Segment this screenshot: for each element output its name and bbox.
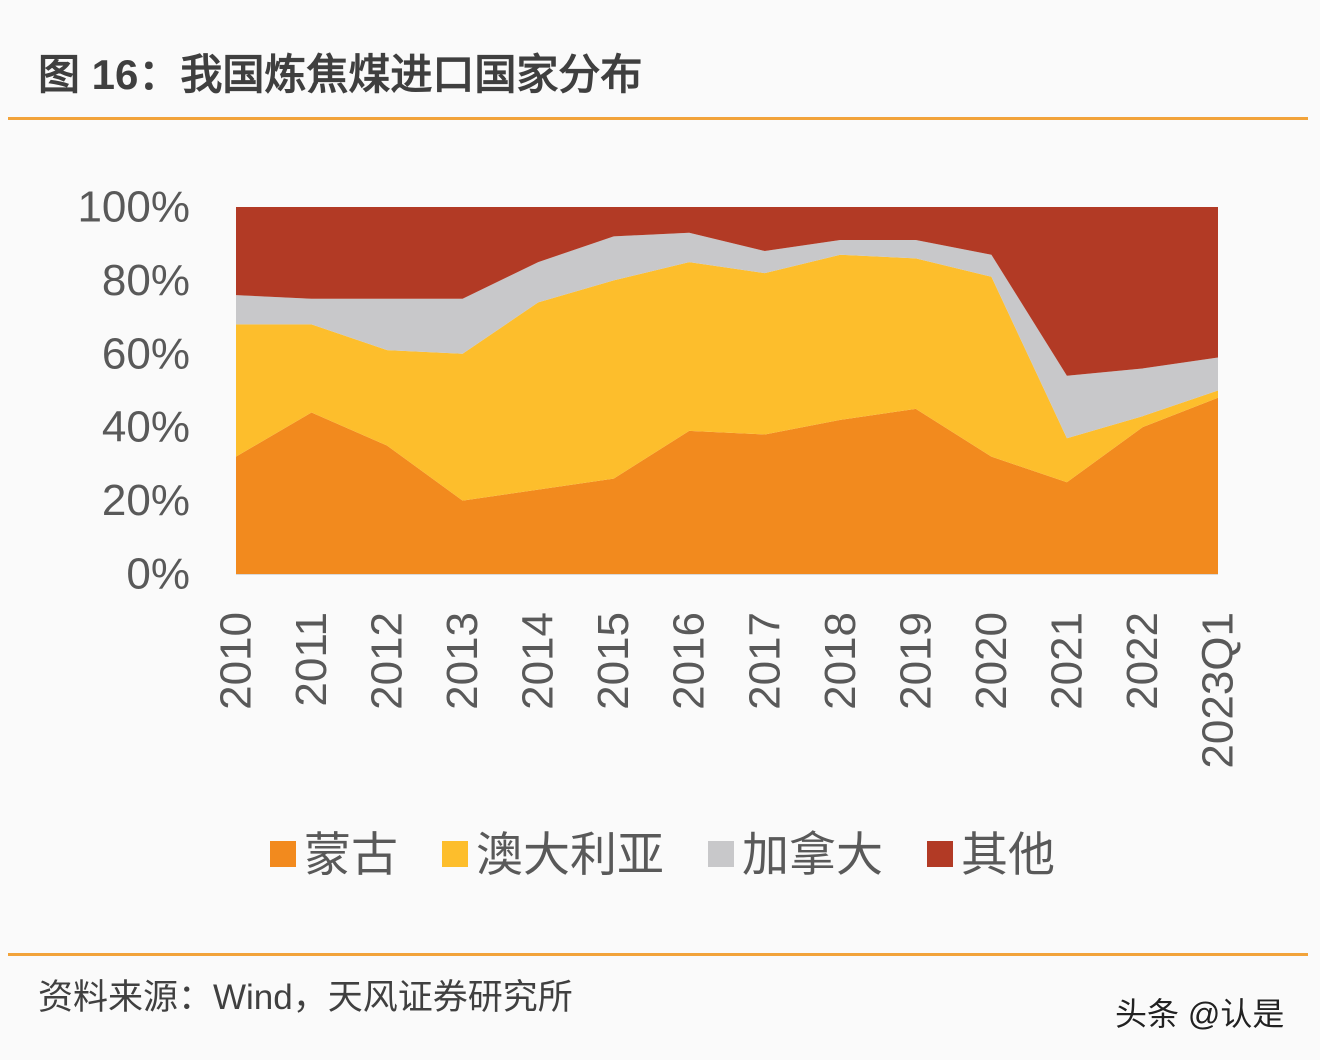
area-series-2 bbox=[236, 232, 1218, 439]
source-note: 资料来源：Wind，天风证券研究所 bbox=[38, 978, 573, 1017]
legend-swatch bbox=[708, 841, 734, 867]
y-tick-label-5: 100% bbox=[77, 183, 190, 232]
y-tick-label-0: 0% bbox=[126, 550, 190, 599]
x-tick-label-11: 2021 bbox=[1042, 612, 1091, 710]
y-axis-labels: 0% 20% 40% 60% 80% 100% bbox=[77, 183, 190, 599]
legend-swatch bbox=[927, 841, 953, 867]
legend-item-mongolia: 蒙古 bbox=[270, 831, 398, 878]
y-tick-label-3: 60% bbox=[102, 329, 190, 378]
x-tick-label-6: 2016 bbox=[665, 612, 714, 710]
y-tick-label-1: 20% bbox=[102, 476, 190, 525]
area-series-1 bbox=[236, 254, 1218, 501]
x-tick-label-2: 2012 bbox=[363, 612, 412, 710]
area-series-3 bbox=[236, 207, 1218, 376]
watermark: 头条 @认是 bbox=[1115, 996, 1285, 1032]
legend-label: 蒙古 bbox=[304, 827, 398, 881]
x-tick-label-9: 2019 bbox=[891, 612, 940, 710]
x-axis-labels: 2010 2011 2012 2013 2014 2015 2016 2017 2018 2019… bbox=[212, 612, 1243, 769]
x-tick-label-3: 2013 bbox=[438, 612, 487, 710]
legend-label: 澳大利亚 bbox=[476, 827, 664, 881]
legend-item-australia: 澳大利亚 bbox=[442, 831, 664, 878]
legend-item-canada: 加拿大 bbox=[708, 831, 883, 878]
footer-rule bbox=[8, 953, 1308, 956]
x-tick-label-7: 2017 bbox=[740, 612, 789, 710]
x-tick-label-10: 2020 bbox=[967, 612, 1016, 710]
area-series-0 bbox=[236, 397, 1218, 574]
legend-item-other: 其他 bbox=[927, 831, 1055, 878]
x-tick-label-4: 2014 bbox=[514, 612, 563, 710]
legend-swatch bbox=[442, 841, 468, 867]
x-tick-label-0: 2010 bbox=[212, 612, 261, 710]
chart-legend: 蒙古 澳大利亚 加拿大 其他 bbox=[270, 826, 1055, 882]
y-tick-label-4: 80% bbox=[102, 256, 190, 305]
x-tick-label-13: 2023Q1 bbox=[1194, 612, 1243, 769]
legend-label: 加拿大 bbox=[742, 827, 883, 881]
plot-areas bbox=[236, 207, 1218, 574]
x-tick-label-1: 2011 bbox=[287, 612, 336, 707]
title-rule bbox=[8, 117, 1308, 120]
x-tick-label-8: 2018 bbox=[816, 612, 865, 710]
legend-label: 其他 bbox=[961, 827, 1055, 881]
legend-swatch bbox=[270, 841, 296, 867]
figure-title: 图 16：我国炼焦煤进口国家分布 bbox=[38, 51, 643, 98]
x-tick-label-5: 2015 bbox=[589, 612, 638, 710]
x-tick-label-12: 2022 bbox=[1118, 612, 1167, 710]
y-tick-label-2: 40% bbox=[102, 403, 190, 452]
